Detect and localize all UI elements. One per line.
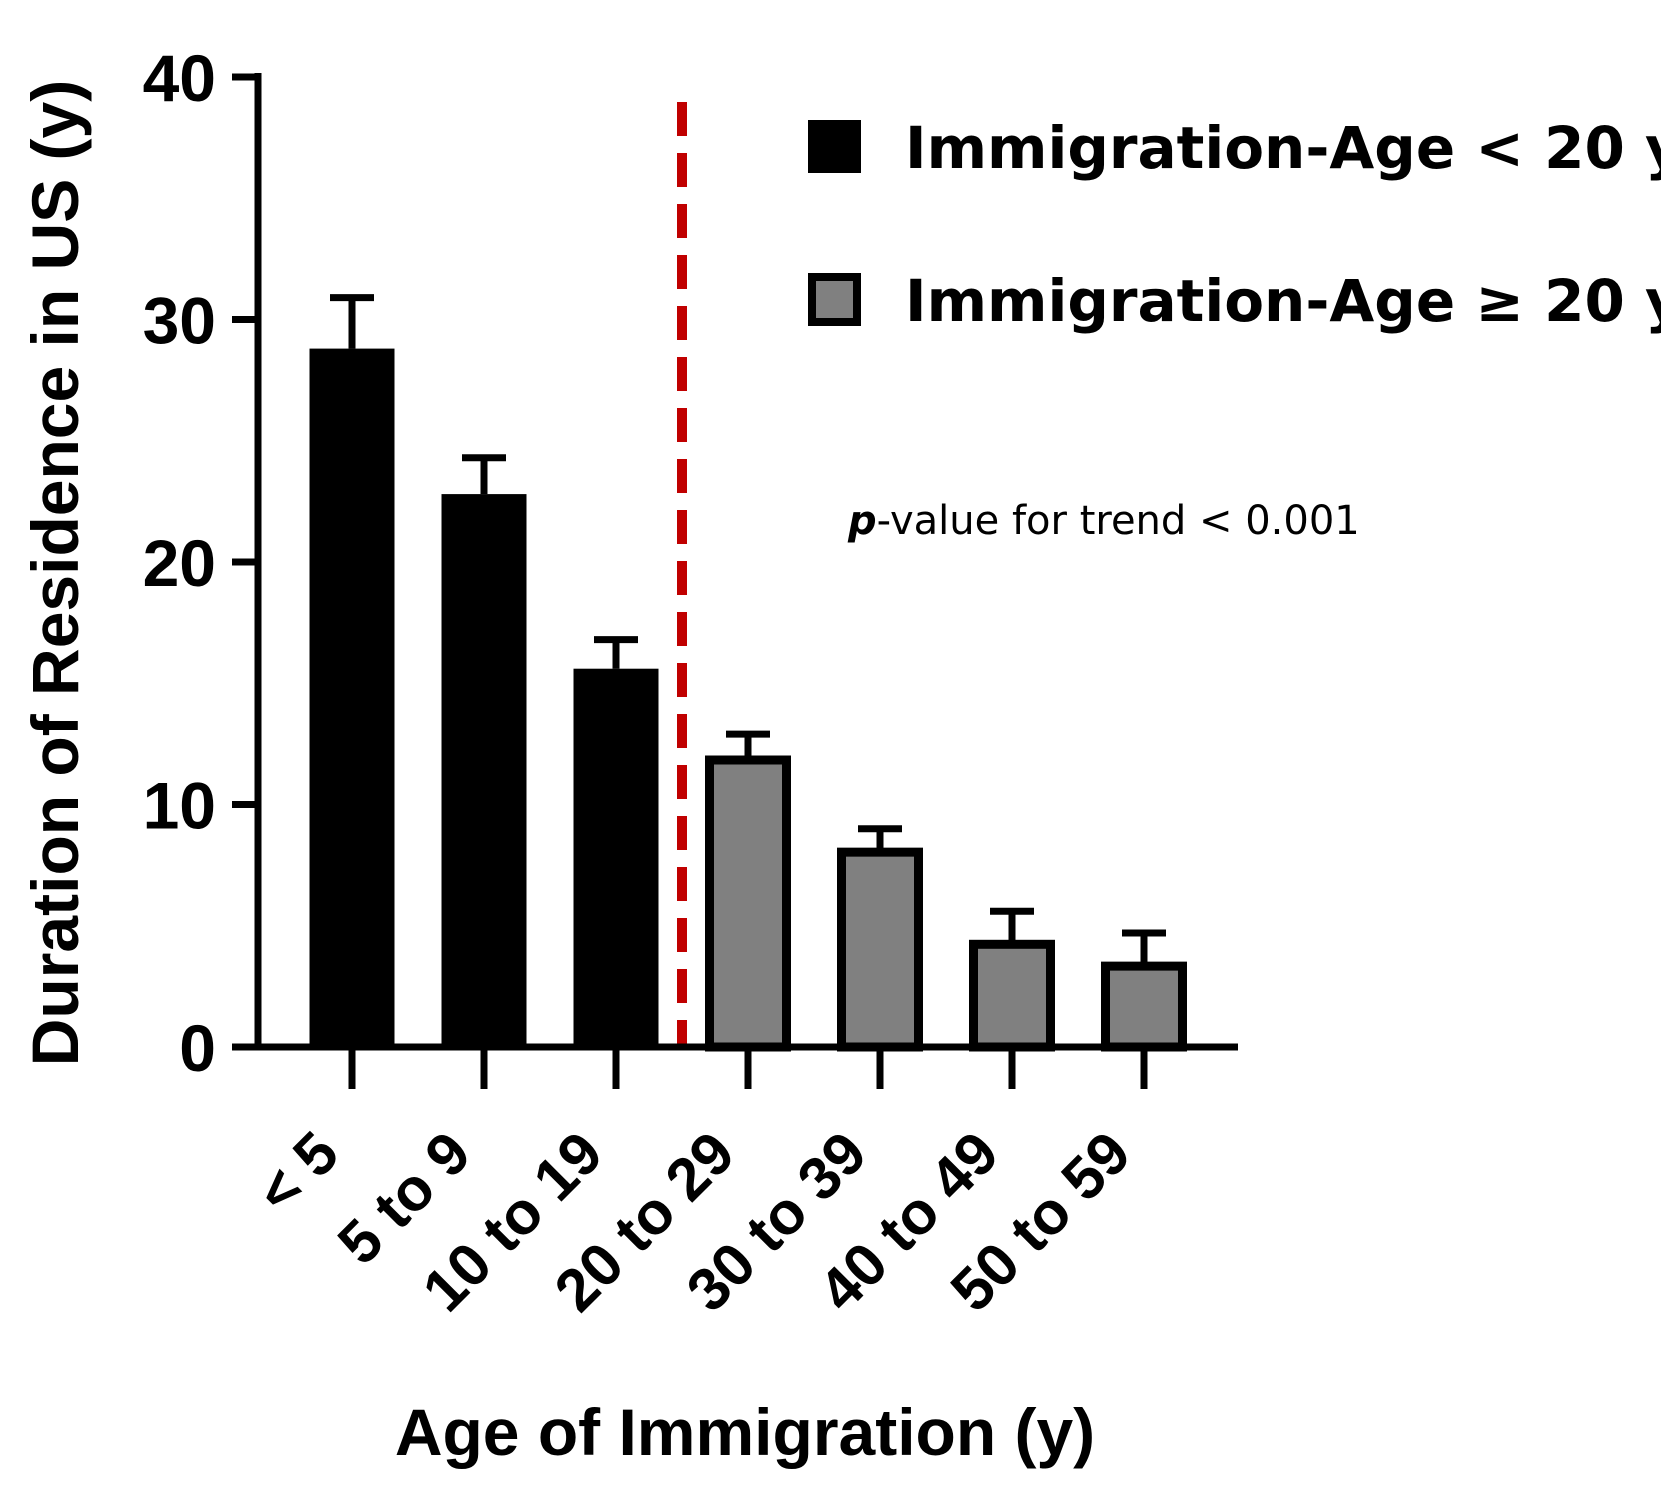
trend-annotation: p-value for trend < 0.001 xyxy=(847,498,1360,544)
y-tick-label-20: 20 xyxy=(143,526,216,600)
legend: Immigration-Age < 20 y Immigration-Age ≥ … xyxy=(808,114,1661,335)
bar-4 xyxy=(837,847,923,1052)
bar-0 xyxy=(309,348,395,1048)
bar-2 xyxy=(573,668,659,1047)
bar-3 xyxy=(705,755,791,1052)
bar-6 xyxy=(1101,961,1187,1052)
legend-label-ge20: Immigration-Age ≥ 20 y xyxy=(905,267,1661,335)
bar-1 xyxy=(441,494,527,1048)
x-axis-title: Age of Immigration (y) xyxy=(395,1395,1095,1469)
legend-swatch-lt20 xyxy=(808,120,861,173)
legend-label-lt20: Immigration-Age < 20 y xyxy=(905,114,1661,182)
y-tick-label-0: 0 xyxy=(179,1011,216,1085)
x-tick-label-0: < 5 xyxy=(244,1119,352,1227)
y-axis-title: Duration of Residence in US (y) xyxy=(18,80,92,1066)
bars-layer xyxy=(309,294,1187,1052)
annotation-text: -value for trend < 0.001 xyxy=(877,498,1360,544)
y-tick-label-30: 30 xyxy=(143,284,216,358)
axes-layer xyxy=(232,73,1238,1089)
legend-swatch-ge20 xyxy=(808,273,861,326)
bar-5 xyxy=(969,939,1055,1052)
y-tick-label-40: 40 xyxy=(143,41,216,115)
p-italic-label: p xyxy=(847,498,877,544)
y-tick-label-10: 10 xyxy=(143,769,216,843)
